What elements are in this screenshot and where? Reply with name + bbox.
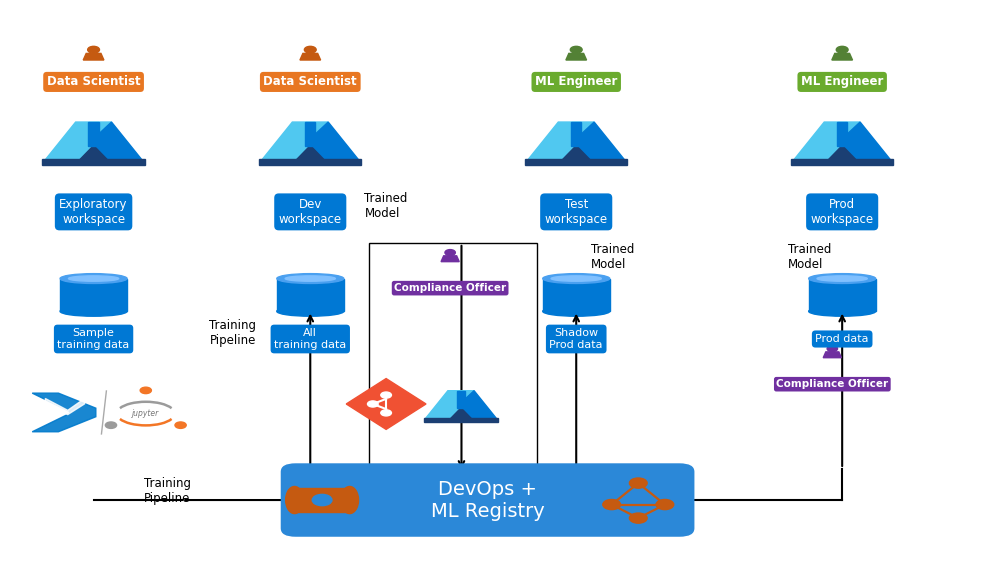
Text: DevOps +
ML Registry: DevOps + ML Registry	[430, 480, 545, 520]
Circle shape	[629, 478, 647, 488]
Circle shape	[381, 392, 391, 398]
Polygon shape	[573, 122, 624, 160]
Ellipse shape	[552, 276, 601, 281]
Bar	[305, 122, 315, 146]
Circle shape	[603, 499, 621, 510]
Ellipse shape	[341, 486, 359, 514]
Polygon shape	[262, 122, 328, 160]
Text: Training
Pipeline: Training Pipeline	[144, 477, 191, 506]
Ellipse shape	[69, 276, 119, 281]
Circle shape	[106, 391, 185, 436]
Ellipse shape	[60, 273, 127, 284]
Ellipse shape	[60, 306, 127, 316]
Polygon shape	[459, 391, 496, 419]
Polygon shape	[528, 122, 594, 160]
Text: Exploratory
workspace: Exploratory workspace	[59, 198, 128, 226]
Bar	[295, 488, 350, 512]
Text: Compliance Officer: Compliance Officer	[394, 283, 506, 293]
Polygon shape	[561, 146, 591, 160]
Ellipse shape	[836, 46, 848, 53]
Text: Dev
workspace: Dev workspace	[279, 198, 342, 226]
Text: Training
Pipeline: Training Pipeline	[209, 319, 256, 347]
Polygon shape	[794, 122, 860, 160]
FancyBboxPatch shape	[281, 463, 694, 537]
Polygon shape	[823, 352, 841, 358]
Ellipse shape	[312, 494, 332, 506]
Polygon shape	[83, 54, 104, 60]
Text: Data Scientist: Data Scientist	[46, 75, 141, 89]
Circle shape	[175, 422, 186, 428]
Ellipse shape	[286, 276, 335, 281]
Circle shape	[140, 387, 152, 394]
Ellipse shape	[543, 306, 610, 316]
Text: Test
workspace: Test workspace	[545, 198, 608, 226]
Text: Compliance Officer: Compliance Officer	[776, 379, 888, 389]
Polygon shape	[33, 393, 96, 432]
Polygon shape	[441, 256, 459, 262]
Text: Prod data: Prod data	[816, 334, 869, 344]
Text: Shadow
Prod data: Shadow Prod data	[550, 328, 603, 350]
Ellipse shape	[809, 273, 876, 284]
Circle shape	[629, 513, 647, 523]
Bar	[457, 391, 465, 408]
Text: Prod
workspace: Prod workspace	[811, 198, 874, 226]
Polygon shape	[307, 122, 359, 160]
Polygon shape	[566, 54, 586, 60]
Text: ML Engineer: ML Engineer	[801, 75, 884, 89]
Ellipse shape	[445, 250, 455, 255]
Text: ML Engineer: ML Engineer	[535, 75, 618, 89]
Ellipse shape	[277, 273, 344, 284]
Bar	[259, 159, 361, 164]
Polygon shape	[426, 391, 474, 419]
Polygon shape	[79, 146, 108, 160]
Polygon shape	[347, 379, 426, 429]
Ellipse shape	[809, 306, 876, 316]
Bar	[543, 279, 610, 311]
Text: Trained
Model: Trained Model	[788, 243, 831, 271]
Ellipse shape	[286, 486, 303, 514]
Bar	[60, 279, 127, 311]
Text: Trained
Model: Trained Model	[591, 243, 634, 271]
Circle shape	[367, 401, 378, 407]
Bar	[42, 159, 145, 164]
Bar	[571, 122, 581, 146]
Bar	[525, 159, 627, 164]
Text: jupyter: jupyter	[132, 409, 160, 418]
Polygon shape	[827, 146, 857, 160]
Bar	[837, 122, 847, 146]
Ellipse shape	[277, 306, 344, 316]
Text: Trained
Model: Trained Model	[364, 192, 408, 220]
Polygon shape	[91, 122, 142, 160]
Circle shape	[105, 422, 116, 428]
Ellipse shape	[818, 276, 868, 281]
Text: Data Scientist: Data Scientist	[263, 75, 358, 89]
Polygon shape	[299, 54, 321, 60]
Bar	[809, 279, 876, 311]
Polygon shape	[450, 408, 472, 419]
Polygon shape	[831, 54, 852, 60]
Bar	[89, 122, 98, 146]
Polygon shape	[45, 398, 85, 415]
Circle shape	[381, 410, 391, 416]
Bar	[791, 159, 893, 164]
Bar	[424, 418, 498, 422]
Bar	[277, 279, 344, 311]
Ellipse shape	[88, 46, 99, 53]
Polygon shape	[45, 122, 111, 160]
Ellipse shape	[570, 46, 582, 53]
Text: Sample
training data: Sample training data	[57, 328, 130, 350]
Polygon shape	[839, 122, 890, 160]
Ellipse shape	[827, 346, 837, 351]
Text: All
training data: All training data	[274, 328, 347, 350]
Polygon shape	[296, 146, 325, 160]
Ellipse shape	[543, 273, 610, 284]
Ellipse shape	[304, 46, 316, 53]
Circle shape	[656, 499, 674, 510]
Bar	[369, 243, 537, 466]
